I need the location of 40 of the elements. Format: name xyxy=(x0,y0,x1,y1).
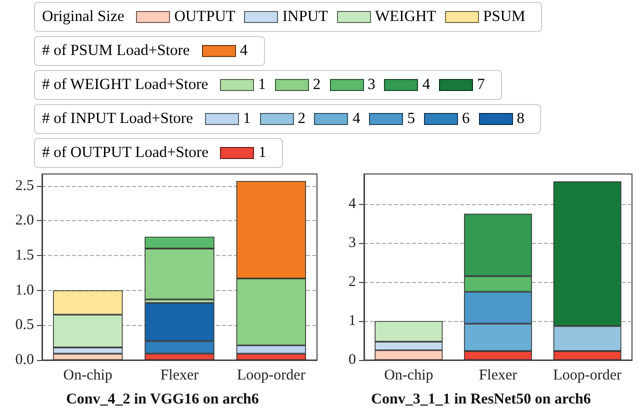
y-tick-label: 2.5 xyxy=(15,178,34,194)
x-tick-label: On-chip xyxy=(384,368,434,384)
legend-label: OUTPUT xyxy=(174,8,236,26)
legend-label: 1 xyxy=(258,144,266,162)
legend-label: 1 xyxy=(258,76,266,94)
text: # of OUTPUT Load+Store xyxy=(42,144,208,162)
text: # of PSUM Load+Store xyxy=(42,42,190,60)
text: # of WEIGHT Load+Store xyxy=(42,76,208,94)
legend-label: 4 xyxy=(240,42,248,60)
legend-label: 2 xyxy=(298,110,306,128)
legend-label: INPUT xyxy=(282,8,328,26)
x-tick-label: On-chip xyxy=(63,368,112,384)
legend-label: 2 xyxy=(312,76,321,94)
y-tick-label: 2 xyxy=(348,274,356,290)
y-tick-label: 1 xyxy=(348,313,356,330)
x-tick-label: Flexer xyxy=(160,368,199,384)
legend-label: PSUM xyxy=(483,8,526,26)
legend-label: 8 xyxy=(516,110,524,128)
legend-title: Original Size xyxy=(42,8,124,26)
y-tick-label: 0 xyxy=(348,352,356,368)
legend-label: 1 xyxy=(242,110,251,128)
y-tick-label: 4 xyxy=(348,196,356,212)
legend-label: WEIGHT xyxy=(375,8,436,26)
text: Conv_4_2 in VGG16 on arch6 xyxy=(66,392,260,408)
y-tick-label: 2.0 xyxy=(15,212,34,229)
x-tick-label: Loop-order xyxy=(553,368,622,384)
y-tick-label: 1.5 xyxy=(15,248,34,264)
x-tick-label: Loop-order xyxy=(237,368,306,384)
y-tick-label: 1.0 xyxy=(15,282,34,298)
legend-label: 5 xyxy=(407,110,415,128)
legend-label: 3 xyxy=(368,76,376,94)
text: Conv_3_1_1 in ResNet50 on arch6 xyxy=(371,392,592,408)
legend-label: 6 xyxy=(462,110,470,128)
legend-label: 4 xyxy=(422,76,430,94)
legend-label: 7 xyxy=(477,76,485,94)
y-tick-label: 0.0 xyxy=(15,352,34,368)
x-tick-label: Flexer xyxy=(478,368,518,384)
y-tick-label: 3 xyxy=(348,235,356,252)
text: # of INPUT Load+Store xyxy=(42,110,193,128)
y-tick-label: 0.5 xyxy=(15,317,34,334)
